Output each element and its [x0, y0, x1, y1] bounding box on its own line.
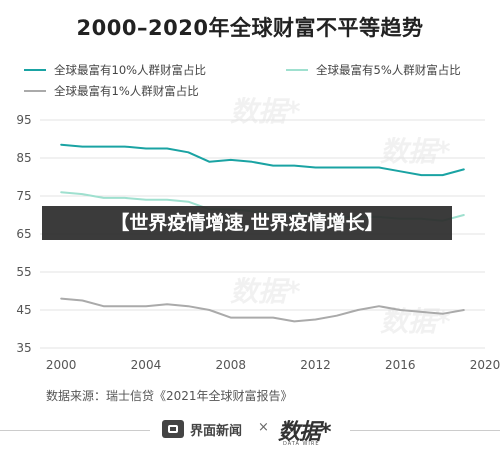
legend-label-top5: 全球最富有5%人群财富占比 — [316, 63, 461, 77]
legend-label-top1: 全球最富有1%人群财富占比 — [54, 84, 199, 98]
x-tick-label: 2004 — [131, 358, 162, 372]
partner-logo: 数据* — [278, 420, 332, 445]
footer-divider — [0, 430, 150, 431]
footer: 界面新闻 × 数据* DATA WIRE — [0, 410, 500, 450]
watermark: 数据* — [380, 135, 451, 168]
publisher-name: 界面新闻 — [190, 424, 243, 439]
footer-separator: × — [258, 420, 269, 435]
legend-swatch-top5 — [286, 69, 308, 71]
legend-swatch-top10 — [24, 69, 46, 71]
y-tick-label: 35 — [16, 341, 31, 355]
footer-divider — [350, 430, 500, 431]
legend-swatch-top1 — [24, 90, 46, 92]
source-note: 数据来源：瑞士信贷《2021年全球财富报告》 — [46, 389, 293, 403]
y-tick-label: 65 — [16, 227, 31, 241]
y-tick-label: 45 — [16, 303, 31, 317]
jiemian-logo-icon — [162, 420, 184, 438]
x-tick-label: 2008 — [215, 358, 246, 372]
headline-banner-text: 【世界疫情增速,世界疫情增长】 — [110, 212, 384, 234]
chart-title: 2000–2020年全球财富不平等趋势 — [76, 16, 424, 40]
series-line-2 — [60, 297, 465, 323]
y-tick-label: 75 — [16, 189, 31, 203]
x-tick-label: 2000 — [46, 358, 77, 372]
headline-banner: 【世界疫情增速,世界疫情增长】 — [42, 206, 452, 240]
watermark: 数据* — [230, 275, 301, 308]
y-tick-label: 95 — [16, 113, 31, 127]
y-tick-label: 85 — [16, 151, 31, 165]
x-tick-label: 2012 — [300, 358, 331, 372]
legend-label-top10: 全球最富有10%人群财富占比 — [54, 63, 207, 77]
x-tick-label: 2016 — [385, 358, 416, 372]
series-line-0 — [60, 143, 465, 177]
partner-logo-subtitle: DATA WIRE — [283, 441, 320, 447]
y-tick-label: 55 — [16, 265, 31, 279]
x-tick-label: 2020 — [470, 358, 500, 372]
watermark: 数据* — [230, 95, 301, 128]
